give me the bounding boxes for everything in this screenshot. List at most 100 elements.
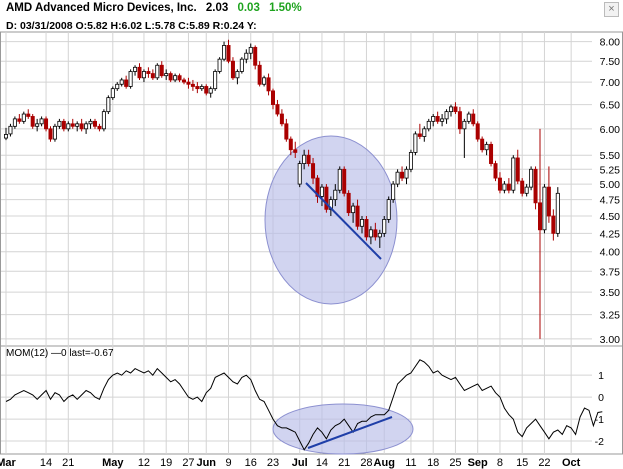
price-y-tick-label: 6.00	[600, 124, 621, 136]
candle-body	[435, 116, 440, 122]
candle-body	[382, 219, 387, 234]
candle-body	[26, 113, 31, 117]
ticker-title: AMD Advanced Micro Devices, Inc.	[6, 2, 197, 14]
candle-body	[413, 133, 418, 153]
candle-body	[141, 71, 146, 79]
x-tick-label: 25	[449, 457, 461, 469]
chart-header: AMD Advanced Micro Devices, Inc. 2.03 0.…	[6, 2, 302, 14]
candle-body	[324, 186, 329, 210]
x-tick-label: 14	[40, 457, 52, 469]
candle-body	[8, 125, 13, 135]
candle-body	[288, 138, 293, 151]
candle-body	[417, 133, 422, 137]
momentum-y-tick-label: 1	[598, 370, 604, 382]
price-y-tick-label: 4.50	[600, 211, 621, 223]
candle-body	[404, 168, 409, 179]
candle-body	[101, 111, 106, 130]
price-y-tick-label: 3.75	[600, 266, 621, 278]
candle-body	[137, 66, 142, 79]
x-tick-label: 21	[338, 457, 350, 469]
candle-body	[17, 118, 22, 122]
candle-body	[61, 120, 66, 130]
candle-body	[279, 113, 284, 125]
candle-body	[119, 79, 124, 85]
close-icon[interactable]: ×	[604, 2, 619, 17]
candle-body	[480, 138, 485, 151]
x-tick-label: 22	[538, 457, 550, 469]
candle-body	[230, 60, 235, 79]
price-y-tick-label: 5.50	[600, 150, 621, 162]
candle-body	[373, 229, 378, 238]
candle-body	[302, 154, 307, 164]
candle-body	[266, 77, 271, 92]
candle-body	[497, 177, 502, 191]
x-tick-label: Sep	[468, 457, 488, 469]
price-y-tick-label: 4.00	[600, 247, 621, 259]
candle-body	[262, 77, 267, 85]
candle-body	[35, 123, 40, 127]
candle-body	[533, 168, 538, 204]
candle-body	[293, 149, 298, 153]
candle-body	[270, 90, 275, 105]
candle-body	[431, 116, 436, 122]
candle-body	[337, 168, 342, 191]
candle-body	[4, 134, 9, 139]
momentum-y-tick-label: -2	[595, 436, 604, 448]
candle-body	[440, 118, 445, 122]
candle-body	[199, 86, 204, 90]
candle-body	[106, 97, 111, 113]
trendline-momentum	[307, 416, 393, 449]
x-tick-label: 9	[225, 457, 231, 469]
price-y-tick-label: 7.50	[600, 56, 621, 68]
candle-body	[408, 152, 413, 170]
candle-body	[368, 229, 373, 238]
candle-body	[529, 168, 534, 188]
candle-body	[257, 64, 262, 85]
x-tick-label: Jun	[196, 457, 216, 469]
candle-body	[466, 113, 471, 122]
x-tick-label: 12	[138, 457, 150, 469]
price-y-tick-label: 3.50	[600, 287, 621, 299]
x-tick-label: 28	[360, 457, 372, 469]
price-y-tick-label: 4.75	[600, 195, 621, 207]
candle-body	[315, 177, 320, 197]
candle-body	[150, 73, 155, 79]
candle-body	[159, 64, 164, 77]
candle-body	[168, 73, 173, 81]
x-tick-label: Jul	[292, 457, 308, 469]
price-y-tick-label: 8.00	[600, 37, 621, 49]
candle-body	[110, 88, 115, 99]
price-change-percent: 1.50%	[269, 2, 302, 14]
candle-body	[48, 128, 53, 140]
candle-body	[400, 171, 405, 179]
candle-body	[359, 219, 364, 227]
candle-body	[155, 64, 160, 79]
candle-body	[30, 116, 35, 127]
momentum-y-tick-label: -1	[595, 414, 604, 426]
candle-body	[128, 71, 133, 87]
candle-body	[195, 86, 200, 90]
candle-body	[346, 192, 351, 214]
candle-body	[511, 157, 516, 191]
candle-body	[542, 186, 547, 231]
candle-body	[311, 163, 316, 179]
candle-body	[342, 168, 347, 194]
candle-body	[70, 123, 75, 127]
x-tick-label: 21	[62, 457, 74, 469]
price-y-tick-label: 5.00	[600, 179, 621, 191]
price-y-tick-label: 7.00	[600, 77, 621, 89]
candle-body	[319, 186, 324, 197]
x-tick-label: May	[102, 457, 124, 469]
candle-body	[493, 163, 498, 179]
candle-body	[248, 46, 253, 54]
candle-body	[97, 125, 102, 130]
candle-body	[297, 163, 302, 185]
candle-body	[520, 180, 525, 194]
x-tick-label: 23	[267, 457, 279, 469]
candle-body	[124, 79, 129, 87]
candle-body	[448, 106, 453, 113]
candle-body	[204, 86, 209, 94]
candle-body	[217, 58, 222, 72]
